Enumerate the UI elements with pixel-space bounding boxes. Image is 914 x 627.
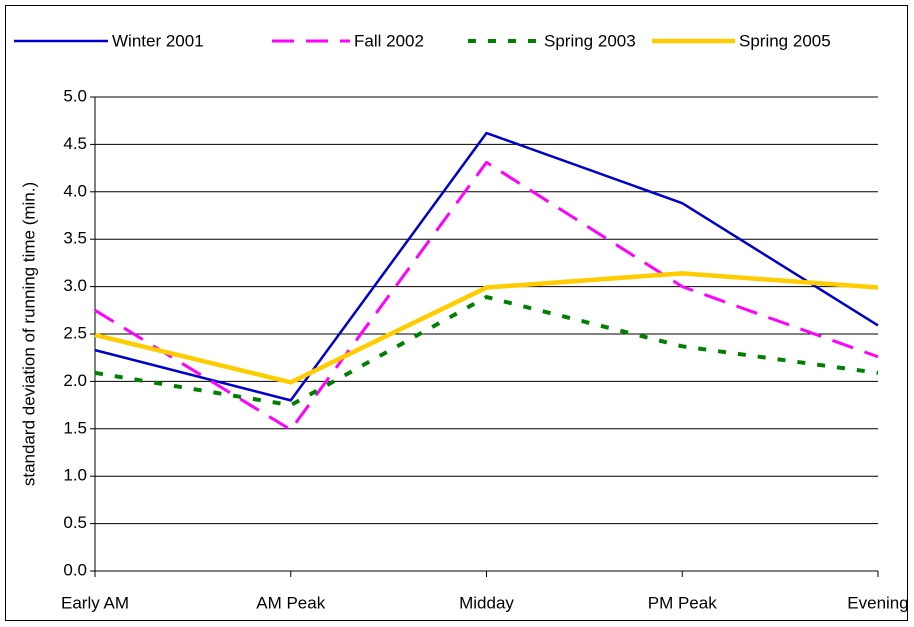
y-tick-label: 1.5 [63, 418, 87, 437]
y-tick-label: 2.0 [63, 371, 87, 390]
y-tick-label: 3.0 [63, 276, 87, 295]
chart-border [5, 5, 908, 621]
y-tick-label: 4.0 [63, 181, 87, 200]
x-tick-label: Evening [847, 593, 908, 612]
series-line [94, 295, 879, 408]
x-tick-label: Midday [459, 593, 514, 612]
series-line [94, 271, 879, 385]
legend-label: Spring 2003 [544, 31, 636, 50]
legend-label: Fall 2002 [354, 31, 424, 50]
legend-label: Winter 2001 [112, 31, 204, 50]
y-tick-label: 0.5 [63, 513, 87, 532]
x-tick-label: AM Peak [256, 593, 325, 612]
x-tick-label: PM Peak [648, 593, 717, 612]
y-tick-label: 5.0 [63, 86, 87, 105]
y-tick-label: 1.0 [63, 466, 87, 485]
y-axis-label: standard deviation of running time (min.… [19, 182, 38, 486]
y-tick-label: 4.5 [63, 134, 87, 153]
y-tick-label: 3.5 [63, 229, 87, 248]
y-tick-label: 2.5 [63, 323, 87, 342]
legend-label: Spring 2005 [739, 31, 831, 50]
y-tick-label: 0.0 [63, 560, 87, 579]
x-tick-label: Early AM [61, 593, 129, 612]
series-line [94, 131, 879, 402]
series-line [94, 160, 879, 432]
